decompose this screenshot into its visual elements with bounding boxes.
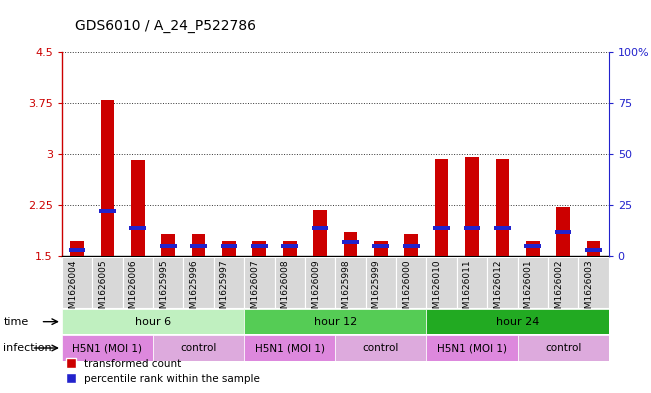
Text: control: control — [545, 343, 581, 353]
Bar — [426, 335, 518, 361]
Text: infection: infection — [3, 343, 52, 353]
Text: GSM1626007: GSM1626007 — [251, 259, 259, 320]
Text: GSM1625999: GSM1625999 — [372, 259, 381, 320]
Bar — [585, 248, 602, 252]
Bar — [221, 244, 237, 248]
Bar — [312, 226, 329, 230]
Text: GSM1626005: GSM1626005 — [98, 259, 107, 320]
Bar — [70, 241, 84, 256]
Bar — [130, 226, 146, 230]
Bar — [372, 244, 389, 248]
Bar — [587, 241, 600, 256]
Text: GSM1626003: GSM1626003 — [585, 259, 594, 320]
Bar — [305, 257, 335, 308]
Text: control: control — [180, 343, 217, 353]
Text: H5N1 (MOI 1): H5N1 (MOI 1) — [255, 343, 325, 353]
Bar — [403, 244, 419, 248]
Text: GSM1626000: GSM1626000 — [402, 259, 411, 320]
Bar — [487, 257, 518, 308]
Text: GDS6010 / A_24_P522786: GDS6010 / A_24_P522786 — [75, 19, 256, 33]
Text: GSM1625997: GSM1625997 — [220, 259, 229, 320]
Bar — [190, 244, 207, 248]
Bar — [464, 226, 480, 230]
Bar — [153, 335, 244, 361]
Bar — [92, 257, 122, 308]
Bar — [426, 257, 457, 308]
Bar — [518, 257, 548, 308]
Legend: transformed count, percentile rank within the sample: transformed count, percentile rank withi… — [67, 359, 260, 384]
Bar — [281, 244, 298, 248]
Bar — [99, 209, 116, 213]
Bar — [283, 241, 297, 256]
Bar — [426, 309, 609, 334]
Bar — [184, 257, 214, 308]
Bar — [222, 241, 236, 256]
Bar — [518, 335, 609, 361]
Bar — [275, 257, 305, 308]
Text: time: time — [3, 317, 29, 327]
Text: GSM1626010: GSM1626010 — [433, 259, 441, 320]
Bar — [396, 257, 426, 308]
Bar — [161, 235, 175, 256]
Text: GSM1626002: GSM1626002 — [554, 259, 563, 320]
Text: GSM1626011: GSM1626011 — [463, 259, 472, 320]
Bar — [556, 207, 570, 256]
Bar — [548, 257, 578, 308]
Bar — [62, 309, 244, 334]
Bar — [434, 226, 450, 230]
Bar — [100, 99, 115, 256]
Text: GSM1626009: GSM1626009 — [311, 259, 320, 320]
Text: hour 6: hour 6 — [135, 317, 171, 327]
Text: hour 12: hour 12 — [314, 317, 357, 327]
Bar — [457, 257, 487, 308]
Bar — [335, 335, 426, 361]
Bar — [69, 248, 85, 252]
Text: GSM1625995: GSM1625995 — [159, 259, 168, 320]
Text: H5N1 (MOI 1): H5N1 (MOI 1) — [437, 343, 507, 353]
Bar — [525, 244, 541, 248]
Text: GSM1626008: GSM1626008 — [281, 259, 290, 320]
Bar — [465, 158, 478, 256]
Bar — [244, 257, 275, 308]
Text: GSM1625998: GSM1625998 — [342, 259, 350, 320]
Bar — [374, 241, 388, 256]
Text: GSM1626006: GSM1626006 — [129, 259, 138, 320]
Bar — [494, 226, 510, 230]
Text: GSM1626001: GSM1626001 — [524, 259, 533, 320]
Bar — [342, 240, 359, 244]
Bar — [251, 244, 268, 248]
Bar — [344, 232, 357, 256]
Bar — [214, 257, 244, 308]
Bar — [404, 235, 418, 256]
Bar — [244, 335, 335, 361]
Text: control: control — [363, 343, 399, 353]
Bar — [555, 230, 572, 234]
Bar — [122, 257, 153, 308]
Text: H5N1 (MOI 1): H5N1 (MOI 1) — [72, 343, 143, 353]
Bar — [578, 257, 609, 308]
Bar — [62, 335, 153, 361]
Bar — [191, 235, 205, 256]
Text: GSM1626012: GSM1626012 — [493, 259, 503, 320]
Bar — [244, 309, 426, 334]
Bar — [313, 210, 327, 256]
Bar — [153, 257, 184, 308]
Bar — [131, 160, 145, 256]
Text: hour 24: hour 24 — [496, 317, 539, 327]
Bar — [495, 159, 509, 256]
Bar — [62, 257, 92, 308]
Bar — [159, 244, 176, 248]
Bar — [366, 257, 396, 308]
Text: GSM1625996: GSM1625996 — [189, 259, 199, 320]
Bar — [253, 241, 266, 256]
Bar — [526, 241, 540, 256]
Text: GSM1626004: GSM1626004 — [68, 259, 77, 320]
Bar — [335, 257, 366, 308]
Bar — [435, 159, 449, 256]
